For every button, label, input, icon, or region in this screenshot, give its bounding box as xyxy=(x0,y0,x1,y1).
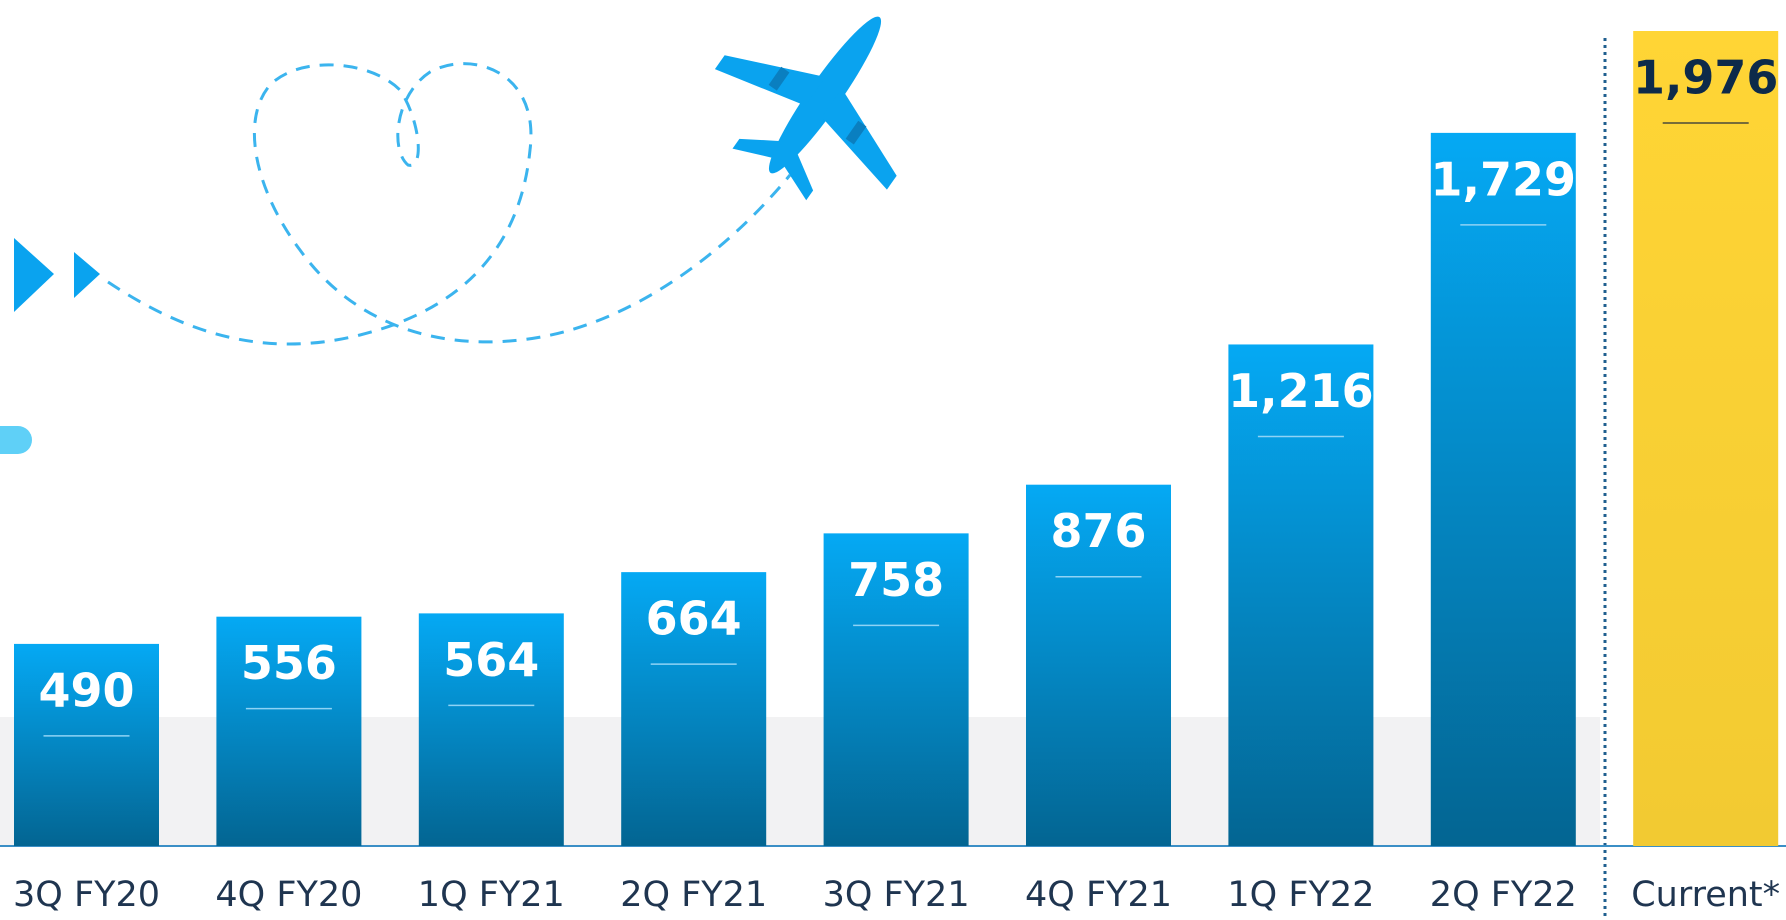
bar xyxy=(621,572,767,846)
value-label: 1,976 xyxy=(1633,51,1779,105)
value-label: 1,729 xyxy=(1431,152,1577,206)
value-label: 564 xyxy=(443,633,539,687)
value-label: 490 xyxy=(38,663,134,717)
bar xyxy=(1633,31,1779,846)
bar xyxy=(418,613,564,846)
x-tick-label: 4Q FY21 xyxy=(1025,875,1172,915)
value-label: 556 xyxy=(241,636,337,690)
value-label: 664 xyxy=(646,592,742,646)
pill-deco xyxy=(0,426,32,454)
x-tick-label: 3Q FY20 xyxy=(13,875,160,915)
bar xyxy=(216,616,362,846)
bar xyxy=(14,643,159,846)
value-label: 876 xyxy=(1050,504,1146,558)
x-tick-label: 2Q FY22 xyxy=(1430,875,1577,915)
value-label: 1,216 xyxy=(1228,364,1374,418)
flight-path xyxy=(107,62,792,346)
arrow-deco xyxy=(14,238,54,312)
bar xyxy=(1228,344,1374,846)
x-tick-label: 4Q FY20 xyxy=(215,875,362,915)
bar xyxy=(1430,132,1576,846)
x-tick-label: 2Q FY21 xyxy=(620,875,767,915)
value-label: 758 xyxy=(848,553,944,607)
arrow-deco xyxy=(74,252,100,298)
x-tick-label: Current* xyxy=(1631,875,1780,915)
x-tick-label: 1Q FY22 xyxy=(1227,875,1374,915)
plane-icon xyxy=(714,16,897,201)
bar xyxy=(1026,484,1171,846)
x-tick-label: 1Q FY21 xyxy=(418,875,565,915)
bar xyxy=(823,533,969,846)
x-tick-label: 3Q FY21 xyxy=(823,875,970,915)
